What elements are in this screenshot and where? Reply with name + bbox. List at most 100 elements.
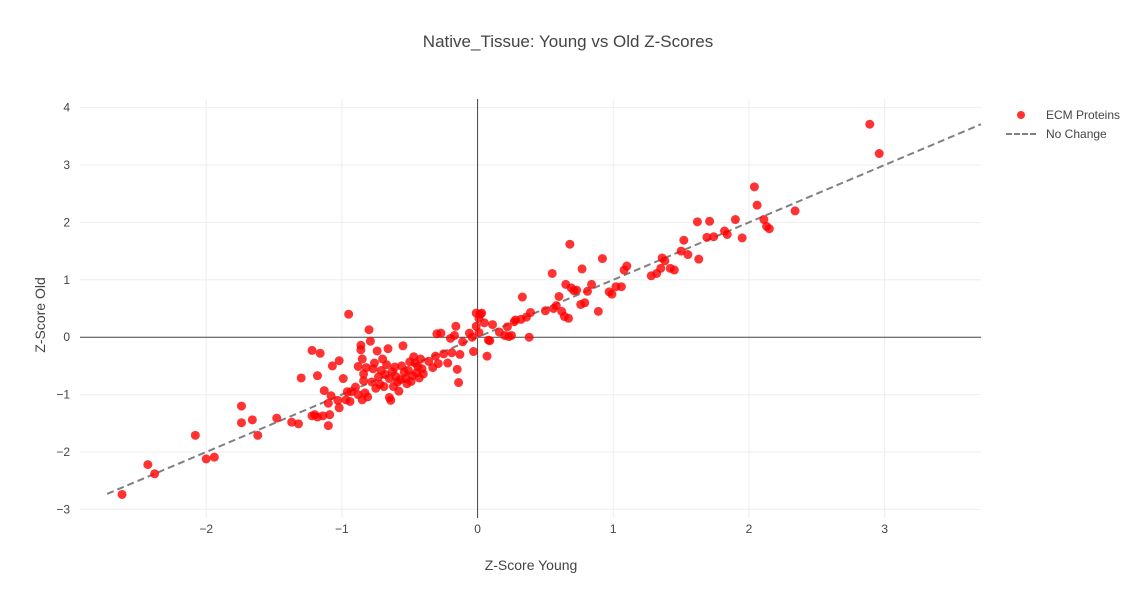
- data-point: [357, 354, 367, 364]
- data-point: [458, 337, 468, 347]
- data-point: [236, 418, 246, 428]
- data-point: [737, 233, 747, 243]
- legend-marker-dot-icon: [1006, 109, 1040, 121]
- data-point: [433, 359, 443, 369]
- legend-item-ecm-proteins[interactable]: ECM Proteins: [1006, 105, 1120, 124]
- data-point: [447, 348, 457, 358]
- data-point: [790, 206, 800, 216]
- data-point: [540, 306, 550, 316]
- data-point: [365, 336, 375, 346]
- y-tick-label: 2: [63, 215, 70, 229]
- data-point: [679, 235, 689, 245]
- y-tick-label: −3: [56, 502, 70, 516]
- data-point: [572, 285, 582, 295]
- data-point: [364, 325, 374, 335]
- data-point: [350, 382, 360, 392]
- data-point: [488, 320, 498, 330]
- legend-label: ECM Proteins: [1046, 107, 1121, 122]
- data-point: [577, 264, 587, 274]
- data-point: [554, 291, 564, 301]
- data-point: [563, 313, 573, 323]
- data-point: [431, 351, 441, 361]
- y-axis-label: Z-Score Old: [32, 277, 48, 353]
- data-point: [436, 328, 446, 338]
- data-point: [479, 318, 489, 328]
- y-tick-label: 1: [63, 273, 70, 287]
- data-point: [386, 395, 396, 405]
- data-point: [326, 391, 336, 401]
- x-axis-label-text: Z-Score Young: [484, 557, 578, 573]
- data-point: [394, 386, 404, 396]
- data-point: [333, 395, 343, 405]
- data-point: [272, 413, 282, 423]
- data-point: [323, 398, 333, 408]
- data-point: [201, 454, 211, 464]
- data-point: [702, 232, 712, 242]
- data-point: [597, 254, 607, 264]
- data-point: [209, 452, 219, 462]
- data-point: [450, 330, 460, 340]
- data-point: [526, 308, 535, 318]
- data-point: [454, 378, 464, 388]
- data-point: [293, 419, 303, 429]
- x-tick-label: 3: [881, 522, 888, 536]
- data-point: [318, 411, 328, 421]
- data-point: [547, 268, 557, 278]
- data-point: [692, 217, 702, 227]
- y-tick-label: −2: [56, 445, 70, 459]
- legend-label: No Change: [1046, 126, 1107, 141]
- x-tick-label: 2: [746, 522, 753, 536]
- data-point: [482, 351, 492, 361]
- data-point: [524, 332, 534, 342]
- chart-title: Native_Tissue: Young vs Old Z-Scores: [422, 32, 714, 51]
- data-point: [307, 345, 317, 355]
- data-point: [764, 224, 774, 234]
- data-point: [372, 346, 382, 356]
- y-tick-label: 0: [63, 330, 70, 344]
- data-point: [287, 417, 297, 427]
- data-point: [502, 322, 512, 332]
- data-point: [622, 261, 632, 271]
- data-point: [565, 239, 575, 249]
- y-tick-label: −1: [56, 388, 70, 402]
- data-point: [319, 386, 329, 396]
- data-point: [363, 392, 373, 402]
- data-point: [865, 119, 875, 129]
- x-tick-label: −1: [335, 522, 349, 536]
- y-tick-label: 4: [63, 101, 70, 115]
- x-axis-label: Z-Score Young: [0, 557, 1136, 573]
- data-point: [669, 265, 679, 275]
- data-point: [323, 421, 333, 431]
- data-point: [451, 321, 461, 331]
- data-point: [874, 149, 884, 159]
- data-point: [345, 396, 355, 406]
- data-point: [296, 373, 306, 383]
- data-point: [587, 279, 597, 289]
- data-point: [593, 306, 603, 316]
- legend-marker-dash-icon: [1006, 128, 1040, 140]
- data-point: [705, 216, 715, 226]
- data-point: [694, 254, 704, 264]
- legend-item-no-change[interactable]: No Change: [1006, 124, 1120, 143]
- data-point: [485, 336, 495, 346]
- data-point: [236, 401, 246, 411]
- data-point: [338, 374, 348, 384]
- data-point: [382, 360, 392, 370]
- data-point: [722, 229, 732, 239]
- data-point: [507, 330, 517, 340]
- data-point: [517, 292, 527, 302]
- data-point: [656, 263, 666, 273]
- data-point: [469, 347, 479, 357]
- data-point: [117, 489, 127, 499]
- data-point: [730, 215, 740, 225]
- data-point: [759, 215, 769, 225]
- data-point: [551, 301, 561, 311]
- data-point: [452, 364, 462, 374]
- data-point: [334, 403, 344, 413]
- data-point: [312, 371, 322, 381]
- data-point: [359, 376, 369, 386]
- data-point: [683, 250, 693, 260]
- data-point: [607, 289, 617, 299]
